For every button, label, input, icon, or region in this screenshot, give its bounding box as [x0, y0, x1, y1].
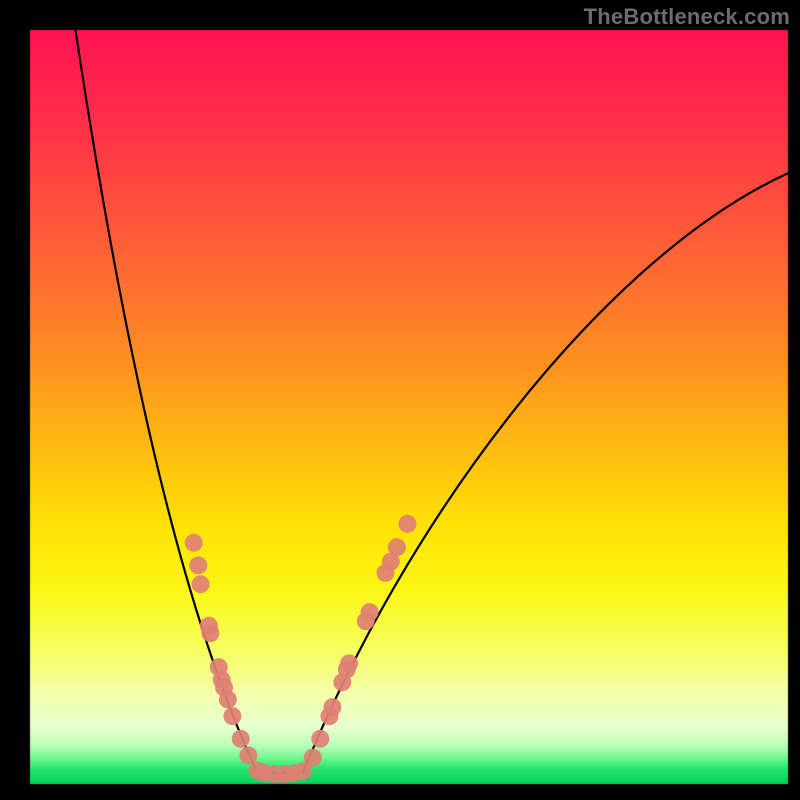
data-marker — [361, 603, 379, 621]
data-marker — [388, 538, 406, 556]
data-marker — [192, 575, 210, 593]
data-marker — [239, 746, 257, 764]
watermark-text: TheBottleneck.com — [584, 4, 790, 30]
data-markers — [185, 515, 417, 783]
data-marker — [311, 730, 329, 748]
data-marker — [232, 730, 250, 748]
v-curve-plot — [0, 0, 800, 800]
data-marker — [185, 534, 203, 552]
chart-container: TheBottleneck.com — [0, 0, 800, 800]
data-marker — [340, 654, 358, 672]
data-marker — [223, 707, 241, 725]
data-marker — [201, 624, 219, 642]
data-marker — [219, 691, 237, 709]
data-marker — [189, 556, 207, 574]
data-marker — [398, 515, 416, 533]
data-marker — [304, 749, 322, 767]
data-marker — [323, 698, 341, 716]
bottleneck-curve — [75, 30, 788, 773]
